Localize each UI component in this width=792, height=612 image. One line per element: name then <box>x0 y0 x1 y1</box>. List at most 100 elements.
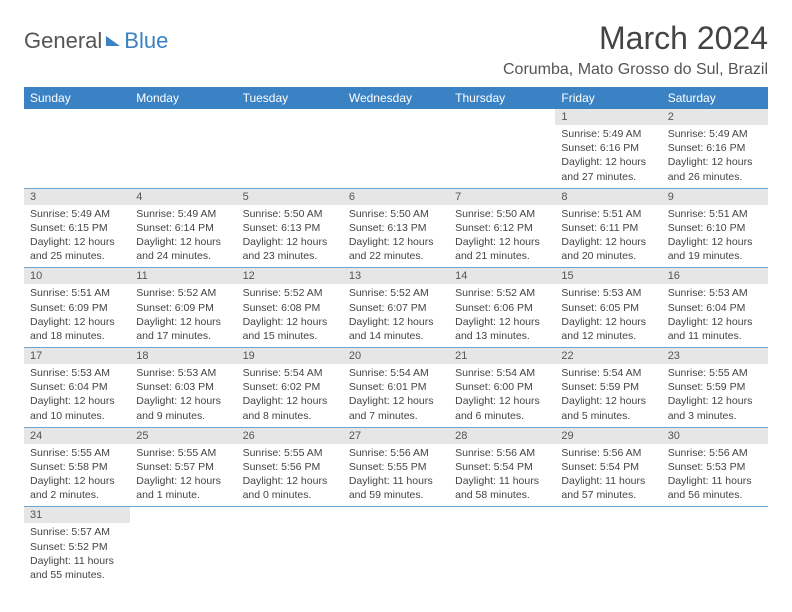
day-detail-line: Daylight: 12 hours <box>30 474 124 488</box>
day-details: Sunrise: 5:53 AMSunset: 6:05 PMDaylight:… <box>555 284 661 347</box>
day-detail-line: and 17 minutes. <box>136 329 230 343</box>
calendar-row: 1Sunrise: 5:49 AMSunset: 6:16 PMDaylight… <box>24 109 768 188</box>
day-number: 3 <box>24 189 130 205</box>
day-detail-line: Daylight: 12 hours <box>668 235 762 249</box>
day-number: 9 <box>662 189 768 205</box>
calendar-cell: 11Sunrise: 5:52 AMSunset: 6:09 PMDayligh… <box>130 268 236 348</box>
calendar-cell <box>130 507 236 586</box>
day-detail-line: Daylight: 12 hours <box>455 315 549 329</box>
day-details: Sunrise: 5:53 AMSunset: 6:04 PMDaylight:… <box>662 284 768 347</box>
day-detail-line: and 13 minutes. <box>455 329 549 343</box>
calendar-cell <box>662 507 768 586</box>
day-detail-line: and 22 minutes. <box>349 249 443 263</box>
day-detail-line: Daylight: 12 hours <box>243 315 337 329</box>
day-detail-line: Daylight: 11 hours <box>561 474 655 488</box>
day-detail-line: Sunset: 6:04 PM <box>30 380 124 394</box>
calendar-cell: 20Sunrise: 5:54 AMSunset: 6:01 PMDayligh… <box>343 348 449 428</box>
day-detail-line: Sunrise: 5:54 AM <box>561 366 655 380</box>
weekday-header: Friday <box>555 87 661 109</box>
day-detail-line: and 11 minutes. <box>668 329 762 343</box>
calendar-cell <box>24 109 130 188</box>
day-detail-line: Sunrise: 5:54 AM <box>455 366 549 380</box>
weekday-header: Thursday <box>449 87 555 109</box>
day-detail-line: Daylight: 12 hours <box>243 235 337 249</box>
day-detail-line: and 14 minutes. <box>349 329 443 343</box>
calendar-cell: 27Sunrise: 5:56 AMSunset: 5:55 PMDayligh… <box>343 427 449 507</box>
day-detail-line: Daylight: 12 hours <box>30 235 124 249</box>
day-detail-line: Daylight: 12 hours <box>561 315 655 329</box>
day-detail-line: Sunset: 5:52 PM <box>30 540 124 554</box>
calendar-cell: 30Sunrise: 5:56 AMSunset: 5:53 PMDayligh… <box>662 427 768 507</box>
calendar-cell <box>555 507 661 586</box>
day-detail-line: and 8 minutes. <box>243 409 337 423</box>
calendar-table: SundayMondayTuesdayWednesdayThursdayFrid… <box>24 87 768 586</box>
day-detail-line: Sunrise: 5:54 AM <box>349 366 443 380</box>
day-detail-line: Sunrise: 5:51 AM <box>30 286 124 300</box>
day-details: Sunrise: 5:55 AMSunset: 5:57 PMDaylight:… <box>130 444 236 507</box>
day-number: 31 <box>24 507 130 523</box>
weekday-header: Monday <box>130 87 236 109</box>
weekday-header-row: SundayMondayTuesdayWednesdayThursdayFrid… <box>24 87 768 109</box>
day-details: Sunrise: 5:49 AMSunset: 6:16 PMDaylight:… <box>555 125 661 188</box>
day-details: Sunrise: 5:51 AMSunset: 6:11 PMDaylight:… <box>555 205 661 268</box>
day-detail-line: Sunset: 6:15 PM <box>30 221 124 235</box>
calendar-cell: 16Sunrise: 5:53 AMSunset: 6:04 PMDayligh… <box>662 268 768 348</box>
day-detail-line: and 24 minutes. <box>136 249 230 263</box>
day-detail-line: and 0 minutes. <box>243 488 337 502</box>
day-detail-line: Daylight: 12 hours <box>668 394 762 408</box>
day-detail-line: Daylight: 12 hours <box>136 394 230 408</box>
day-detail-line: Daylight: 11 hours <box>668 474 762 488</box>
day-detail-line: Sunset: 5:53 PM <box>668 460 762 474</box>
day-detail-line: and 6 minutes. <box>455 409 549 423</box>
calendar-cell: 8Sunrise: 5:51 AMSunset: 6:11 PMDaylight… <box>555 188 661 268</box>
calendar-cell: 19Sunrise: 5:54 AMSunset: 6:02 PMDayligh… <box>237 348 343 428</box>
day-detail-line: Sunset: 6:02 PM <box>243 380 337 394</box>
day-detail-line: and 25 minutes. <box>30 249 124 263</box>
day-details: Sunrise: 5:54 AMSunset: 6:00 PMDaylight:… <box>449 364 555 427</box>
calendar-cell: 5Sunrise: 5:50 AMSunset: 6:13 PMDaylight… <box>237 188 343 268</box>
day-number: 8 <box>555 189 661 205</box>
day-detail-line: and 55 minutes. <box>30 568 124 582</box>
day-number: 19 <box>237 348 343 364</box>
day-detail-line: Daylight: 12 hours <box>243 474 337 488</box>
day-number: 10 <box>24 268 130 284</box>
day-detail-line: Sunset: 6:00 PM <box>455 380 549 394</box>
calendar-cell: 21Sunrise: 5:54 AMSunset: 6:00 PMDayligh… <box>449 348 555 428</box>
day-number: 21 <box>449 348 555 364</box>
day-detail-line: Sunrise: 5:53 AM <box>30 366 124 380</box>
day-detail-line: Sunset: 6:04 PM <box>668 301 762 315</box>
day-detail-line: Sunset: 6:05 PM <box>561 301 655 315</box>
day-details: Sunrise: 5:56 AMSunset: 5:54 PMDaylight:… <box>449 444 555 507</box>
day-details: Sunrise: 5:54 AMSunset: 6:02 PMDaylight:… <box>237 364 343 427</box>
calendar-cell: 14Sunrise: 5:52 AMSunset: 6:06 PMDayligh… <box>449 268 555 348</box>
day-detail-line: Sunset: 6:01 PM <box>349 380 443 394</box>
day-number: 4 <box>130 189 236 205</box>
day-detail-line: Sunset: 5:54 PM <box>561 460 655 474</box>
day-detail-line: Sunset: 6:06 PM <box>455 301 549 315</box>
calendar-cell: 26Sunrise: 5:55 AMSunset: 5:56 PMDayligh… <box>237 427 343 507</box>
day-details: Sunrise: 5:55 AMSunset: 5:59 PMDaylight:… <box>662 364 768 427</box>
day-number: 1 <box>555 109 661 125</box>
day-detail-line: and 10 minutes. <box>30 409 124 423</box>
logo-sail-icon <box>106 36 120 46</box>
day-detail-line: Sunrise: 5:51 AM <box>561 207 655 221</box>
calendar-cell: 22Sunrise: 5:54 AMSunset: 5:59 PMDayligh… <box>555 348 661 428</box>
day-detail-line: and 21 minutes. <box>455 249 549 263</box>
calendar-row: 3Sunrise: 5:49 AMSunset: 6:15 PMDaylight… <box>24 188 768 268</box>
calendar-cell <box>343 109 449 188</box>
weekday-header: Sunday <box>24 87 130 109</box>
calendar-cell: 4Sunrise: 5:49 AMSunset: 6:14 PMDaylight… <box>130 188 236 268</box>
day-number: 12 <box>237 268 343 284</box>
day-detail-line: Sunset: 6:09 PM <box>30 301 124 315</box>
calendar-cell: 15Sunrise: 5:53 AMSunset: 6:05 PMDayligh… <box>555 268 661 348</box>
day-detail-line: Sunset: 5:54 PM <box>455 460 549 474</box>
weekday-header: Tuesday <box>237 87 343 109</box>
day-detail-line: Daylight: 11 hours <box>455 474 549 488</box>
logo: GeneralBlue <box>24 28 168 54</box>
day-detail-line: Sunset: 5:59 PM <box>561 380 655 394</box>
calendar-cell: 9Sunrise: 5:51 AMSunset: 6:10 PMDaylight… <box>662 188 768 268</box>
day-details: Sunrise: 5:53 AMSunset: 6:03 PMDaylight:… <box>130 364 236 427</box>
calendar-cell: 18Sunrise: 5:53 AMSunset: 6:03 PMDayligh… <box>130 348 236 428</box>
day-detail-line: Sunset: 5:58 PM <box>30 460 124 474</box>
calendar-cell: 25Sunrise: 5:55 AMSunset: 5:57 PMDayligh… <box>130 427 236 507</box>
